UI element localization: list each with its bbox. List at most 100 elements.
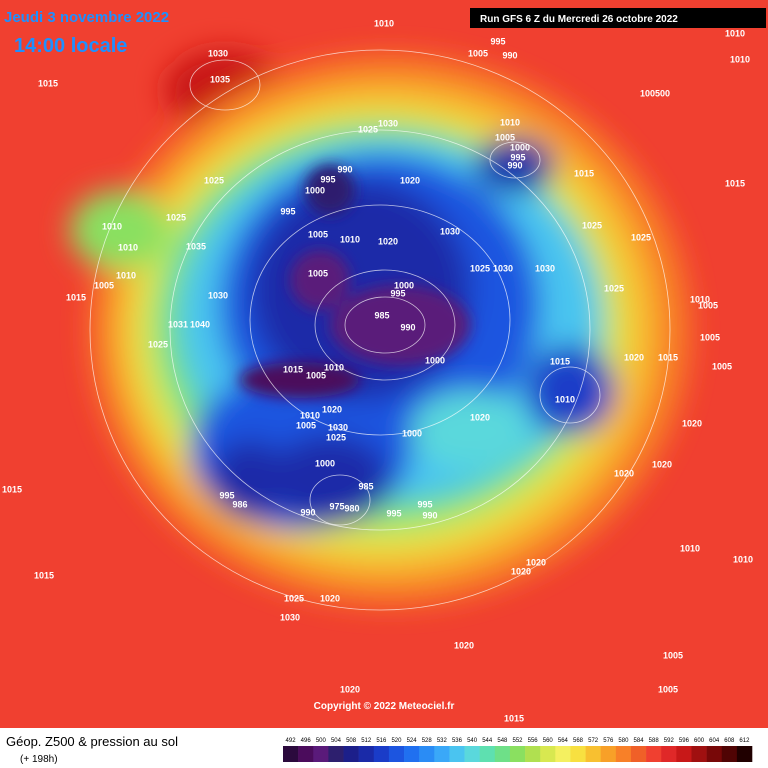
pressure-label: 1031 [168, 319, 188, 329]
scale-label: 592 [664, 738, 675, 744]
scale-swatch [585, 746, 602, 762]
color-scale: 492 496 500 504 508 512 516 520 524 528 532 536 540 5… [283, 738, 753, 762]
scale-swatch [509, 746, 526, 762]
scale-label: 532 [437, 738, 448, 744]
scale-label: 564 [558, 738, 569, 744]
pressure-label: 995 [510, 152, 525, 162]
pressure-label: 1035 [210, 74, 230, 84]
pressure-label: 1015 [283, 364, 303, 374]
scale-swatch [555, 746, 571, 762]
scale-label: 508 [346, 738, 357, 744]
run-box [470, 8, 766, 28]
pressure-label: 990 [502, 50, 517, 60]
pressure-label: 1010 [340, 234, 360, 244]
pressure-label: 1020 [652, 459, 672, 469]
scale-label: 528 [422, 738, 433, 744]
scale-swatch [298, 746, 314, 762]
pressure-label: 1020 [322, 404, 342, 414]
scale-label: 556 [528, 738, 539, 744]
copyright: Copyright © 2022 Meteociel.fr [314, 701, 455, 712]
pressure-label: 1015 [2, 484, 22, 494]
pressure-label: 1010 [300, 410, 320, 420]
pressure-label: 1020 [340, 684, 360, 694]
pressure-label: 995 [390, 288, 405, 298]
scale-swatch [388, 746, 405, 762]
scale-swatch [358, 746, 375, 762]
pressure-label: 1025 [604, 283, 624, 293]
pressure-label: 1030 [328, 422, 348, 432]
scale-label: 604 [709, 738, 720, 744]
pressure-label: 1005 [700, 332, 720, 342]
pressure-label: 1015 [504, 713, 524, 723]
scale-label: 600 [694, 738, 705, 744]
pressure-label: 995 [386, 508, 401, 518]
pressure-label: 1020 [624, 352, 644, 362]
pressure-label: 1015 [658, 352, 678, 362]
scale-swatch [691, 746, 707, 762]
scale-swatch [615, 746, 632, 762]
pressure-label: 1010 [118, 242, 138, 252]
scale-swatch [449, 746, 465, 762]
scale-swatch [479, 746, 496, 762]
pressure-label: 1000 [315, 458, 335, 468]
scale-label: 580 [618, 738, 629, 744]
scale-label: 504 [331, 738, 342, 744]
scale-swatch [736, 746, 753, 762]
scale-swatch [661, 746, 677, 762]
pressure-label: 1025 [358, 124, 378, 134]
scale-label: 608 [724, 738, 735, 744]
pressure-label: 1015 [574, 168, 594, 178]
pressure-label: 1000 [510, 142, 530, 152]
pressure-label: 1025 [166, 212, 186, 222]
forecast-time: 14:00 locale [14, 35, 127, 57]
pressure-label: 995 [219, 490, 234, 500]
scale-swatch [328, 746, 344, 762]
scale-swatch [404, 746, 420, 762]
scale-swatch [721, 746, 738, 762]
pressure-label: 990 [337, 164, 352, 174]
pressure-label: 1010 [690, 294, 710, 304]
scale-label: 512 [361, 738, 372, 744]
pressure-label: 1005 [658, 684, 678, 694]
pressure-label: 1010 [324, 362, 344, 372]
pressure-label: 1025 [582, 220, 602, 230]
pressure-label: 1010 [725, 28, 745, 38]
footer-lead: (+ 198h) [20, 754, 58, 765]
pressure-label: 1040 [190, 319, 210, 329]
pressure-label: 1005 [495, 132, 515, 142]
pressure-label: 1010 [116, 270, 136, 280]
pressure-label: 985 [374, 310, 389, 320]
pressure-label: 100500 [640, 88, 670, 98]
pressure-label: 995 [320, 174, 335, 184]
pressure-label: 1025 [284, 593, 304, 603]
pressure-label: 985 [358, 481, 373, 491]
pressure-label: 1010 [102, 221, 122, 231]
forecast-date: Jeudi 3 novembre 2022 [4, 9, 169, 26]
pressure-label: 1020 [526, 557, 546, 567]
pressure-label: 1010 [555, 394, 575, 404]
pressure-label: 1030 [493, 263, 513, 273]
pressure-label: 1030 [280, 612, 300, 622]
scale-swatch [600, 746, 617, 762]
pressure-label: 990 [300, 507, 315, 517]
pressure-label: 1020 [682, 418, 702, 428]
scale-label: 500 [316, 738, 327, 744]
pressure-label: 986 [232, 499, 247, 509]
scale-label: 548 [497, 738, 508, 744]
pressure-label: 1010 [680, 543, 700, 553]
scale-swatch [343, 746, 359, 762]
scale-label: 560 [543, 738, 554, 744]
pressure-label: 1020 [320, 593, 340, 603]
scale-label: 536 [452, 738, 463, 744]
pressure-label: 1010 [733, 554, 753, 564]
scale-label: 552 [512, 738, 523, 744]
scale-swatch [706, 746, 723, 762]
pressure-label: 1005 [296, 420, 316, 430]
pressure-label: 1000 [425, 355, 445, 365]
pressure-label: 995 [417, 499, 432, 509]
scale-label: 612 [739, 738, 750, 744]
scale-label: 572 [588, 738, 599, 744]
scale-swatch [676, 746, 692, 762]
pressure-label: 1000 [394, 280, 414, 290]
